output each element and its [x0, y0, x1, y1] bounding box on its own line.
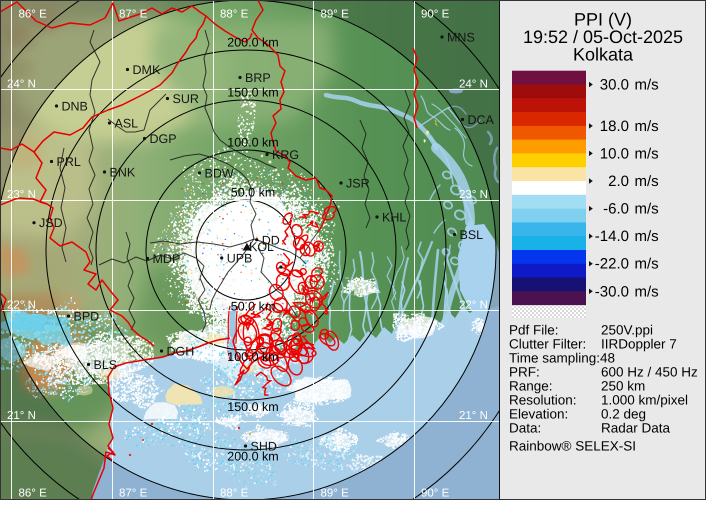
svg-text:0.2 deg: 0.2 deg — [601, 407, 646, 422]
svg-text:200.0 km: 200.0 km — [227, 450, 278, 464]
svg-text:BPD: BPD — [74, 310, 100, 324]
svg-text:21° N: 21° N — [459, 410, 488, 422]
svg-text:DCA: DCA — [468, 113, 495, 127]
svg-text:m/s: m/s — [635, 228, 659, 245]
svg-text:90° E: 90° E — [421, 9, 450, 21]
svg-text:86° E: 86° E — [19, 9, 48, 21]
svg-text:m/s: m/s — [635, 77, 659, 94]
svg-text:88° E: 88° E — [220, 488, 249, 500]
svg-text:Pdf File:: Pdf File: — [509, 323, 559, 338]
svg-text:ASL: ASL — [115, 117, 139, 131]
svg-text:86° E: 86° E — [19, 488, 48, 500]
svg-text:BRP: BRP — [245, 71, 271, 85]
svg-text:SHD: SHD — [251, 440, 277, 454]
svg-text:24° N: 24° N — [459, 79, 488, 91]
svg-text:Elevation:: Elevation: — [509, 407, 568, 422]
svg-text:PPI (V): PPI (V) — [574, 10, 632, 30]
svg-text:24° N: 24° N — [7, 79, 36, 91]
svg-text:Range:: Range: — [509, 379, 553, 394]
svg-text:-30.0: -30.0 — [595, 283, 629, 300]
svg-text:30.0: 30.0 — [600, 77, 629, 94]
svg-text:87° E: 87° E — [119, 488, 148, 500]
svg-text:10.0: 10.0 — [600, 145, 629, 162]
svg-text:50.0 km: 50.0 km — [231, 186, 275, 200]
svg-text:-22.0: -22.0 — [595, 256, 629, 273]
svg-text:DD: DD — [262, 233, 280, 247]
svg-text:22° N: 22° N — [7, 300, 36, 312]
svg-text:JSR: JSR — [346, 177, 370, 191]
svg-text:KOL: KOL — [249, 240, 274, 254]
svg-text:89° E: 89° E — [321, 488, 350, 500]
svg-text:Time sampling:48: Time sampling:48 — [509, 351, 615, 366]
svg-text:Radar Data: Radar Data — [601, 421, 671, 436]
svg-text:m/s: m/s — [635, 173, 659, 190]
svg-text:250V.ppi: 250V.ppi — [601, 323, 653, 338]
svg-text:BSL: BSL — [460, 228, 484, 242]
svg-text:88° E: 88° E — [220, 9, 249, 21]
svg-text:250 km: 250 km — [601, 379, 645, 394]
svg-text:22° N: 22° N — [459, 300, 488, 312]
svg-text:87° E: 87° E — [119, 9, 148, 21]
svg-text:MDP: MDP — [153, 252, 181, 266]
svg-text:-6.0: -6.0 — [603, 201, 629, 218]
svg-text:m/s: m/s — [635, 201, 659, 218]
svg-text:1.000 km/pixel: 1.000 km/pixel — [601, 393, 688, 408]
svg-text:100.0 km: 100.0 km — [227, 350, 278, 364]
svg-text:50.0 km: 50.0 km — [231, 300, 275, 314]
svg-text:Resolution:: Resolution: — [509, 393, 577, 408]
svg-text:89° E: 89° E — [321, 9, 350, 21]
svg-text:DGP: DGP — [150, 132, 177, 146]
svg-text:150.0 km: 150.0 km — [227, 400, 278, 414]
svg-text:DGH: DGH — [167, 345, 195, 359]
svg-text:23° N: 23° N — [7, 189, 36, 201]
svg-text:Data:: Data: — [509, 421, 541, 436]
svg-text:200.0 km: 200.0 km — [227, 36, 278, 50]
svg-text:DNB: DNB — [62, 100, 88, 114]
svg-text:m/s: m/s — [635, 256, 659, 273]
svg-text:m/s: m/s — [635, 145, 659, 162]
svg-text:21° N: 21° N — [7, 410, 36, 422]
svg-text:BNK: BNK — [110, 166, 136, 180]
svg-text:PRL: PRL — [57, 155, 81, 169]
svg-text:-14.0: -14.0 — [595, 228, 629, 245]
svg-text:100.0 km: 100.0 km — [227, 136, 278, 150]
svg-text:BLS: BLS — [94, 358, 118, 372]
svg-text:BDW: BDW — [205, 167, 234, 181]
svg-text:KRG: KRG — [272, 148, 299, 162]
svg-text:UPB: UPB — [227, 252, 253, 266]
svg-text:19:52 / 05-Oct-2025: 19:52 / 05-Oct-2025 — [523, 27, 683, 47]
svg-text:23° N: 23° N — [459, 189, 488, 201]
svg-text:KHL: KHL — [382, 211, 406, 225]
svg-text:IIRDoppler 7: IIRDoppler 7 — [601, 337, 677, 352]
svg-text:MNS: MNS — [447, 31, 475, 45]
svg-text:m/s: m/s — [635, 118, 659, 135]
svg-text:150.0 km: 150.0 km — [227, 86, 278, 100]
svg-text:m/s: m/s — [635, 283, 659, 300]
svg-text:SUR: SUR — [173, 92, 199, 106]
svg-text:18.0: 18.0 — [600, 118, 629, 135]
svg-text:90° E: 90° E — [421, 488, 450, 500]
svg-text:Clutter Filter:: Clutter Filter: — [509, 337, 586, 352]
svg-text:Rainbow® SELEX-SI: Rainbow® SELEX-SI — [509, 439, 636, 454]
svg-text:JSD: JSD — [39, 216, 63, 230]
svg-text:Kolkata: Kolkata — [573, 45, 634, 65]
svg-text:PRF:: PRF: — [509, 365, 540, 380]
svg-text:600 Hz / 450 Hz: 600 Hz / 450 Hz — [601, 365, 698, 380]
svg-text:DMK: DMK — [133, 63, 161, 77]
svg-text:2.0: 2.0 — [608, 173, 629, 190]
